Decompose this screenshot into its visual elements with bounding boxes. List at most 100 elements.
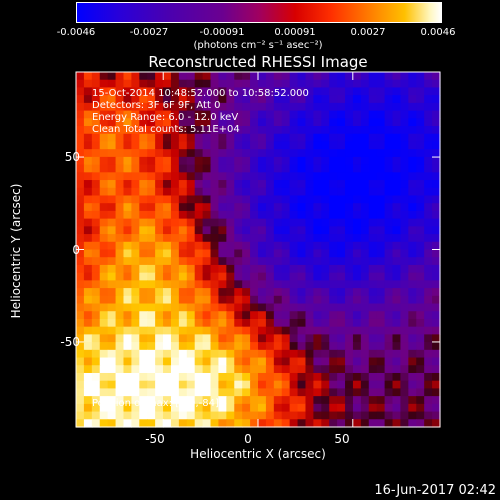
heatmap-cell xyxy=(416,272,425,281)
heatmap-cell xyxy=(218,210,227,220)
heatmap-cell xyxy=(218,72,227,81)
heatmap-cell xyxy=(170,133,180,143)
heatmap-cell xyxy=(178,318,188,328)
heatmap-cell xyxy=(321,133,330,143)
heatmap-cell xyxy=(376,234,386,243)
heatmap-cell xyxy=(258,419,267,428)
heatmap-cell xyxy=(352,411,362,420)
heatmap-cell xyxy=(210,164,220,173)
heatmap-cell xyxy=(281,334,291,343)
heatmap-cell xyxy=(424,303,433,312)
heatmap-cell xyxy=(297,118,307,127)
heatmap-cell xyxy=(83,411,93,420)
heatmap-cell xyxy=(91,164,101,173)
heatmap-cell xyxy=(107,342,117,351)
heatmap-cell xyxy=(289,118,299,127)
heatmap-cell xyxy=(226,118,235,127)
heatmap-cell xyxy=(392,357,402,366)
heatmap-cell xyxy=(321,72,330,81)
heatmap-cell xyxy=(123,388,132,397)
heatmap-cell xyxy=(408,326,417,335)
heatmap-cell xyxy=(91,365,101,374)
heatmap-cell xyxy=(337,419,346,428)
heatmap-cell xyxy=(99,357,109,366)
heatmap-cell xyxy=(408,264,417,274)
heatmap-cell xyxy=(265,141,275,150)
heatmap-cell xyxy=(234,257,243,266)
heatmap-cell xyxy=(258,156,267,166)
heatmap-cell xyxy=(226,403,235,413)
heatmap-cell xyxy=(273,365,283,374)
heatmap-cell xyxy=(432,419,441,428)
heatmap-cell xyxy=(313,102,322,112)
heatmap-cell xyxy=(281,218,291,227)
heatmap-cell xyxy=(186,295,196,305)
heatmap-cell xyxy=(123,272,132,281)
heatmap-cell xyxy=(250,110,259,119)
heatmap-cell xyxy=(273,342,283,351)
heatmap-cell xyxy=(226,187,235,197)
heatmap-cell xyxy=(170,72,180,81)
heatmap-cell xyxy=(313,257,322,266)
heatmap-cell xyxy=(392,180,402,189)
heatmap-cell xyxy=(258,272,267,281)
heatmap-cell xyxy=(273,403,283,413)
heatmap-cell xyxy=(416,326,425,335)
heatmap-cell xyxy=(115,102,125,112)
heatmap-cell xyxy=(329,72,338,81)
heatmap-cell xyxy=(242,234,251,243)
heatmap-cell xyxy=(139,288,148,297)
heatmap-cell xyxy=(258,149,267,158)
heatmap-cell xyxy=(400,411,409,420)
heatmap-cell xyxy=(155,365,164,374)
heatmap-cell xyxy=(131,311,140,320)
heatmap-cell xyxy=(218,396,227,405)
heatmap-cell xyxy=(83,380,93,390)
heatmap-cell xyxy=(368,372,378,382)
heatmap-cell xyxy=(147,87,156,96)
heatmap-cell xyxy=(289,234,299,243)
heatmap-cell xyxy=(155,234,164,243)
heatmap-cell xyxy=(368,79,378,89)
heatmap-cell xyxy=(289,334,299,343)
heatmap-cell xyxy=(408,118,417,127)
heatmap-cell xyxy=(408,234,417,243)
heatmap-cell xyxy=(329,311,338,320)
heatmap-cell xyxy=(83,334,93,343)
heatmap-cell xyxy=(273,357,283,366)
heatmap-cell xyxy=(83,203,93,212)
heatmap-cell xyxy=(289,326,299,335)
heatmap-cell xyxy=(210,388,220,397)
heatmap-cell xyxy=(360,357,370,366)
heatmap-cell xyxy=(384,396,394,405)
heatmap-cell xyxy=(273,264,283,274)
heatmap-cell xyxy=(400,357,409,366)
heatmap-cell xyxy=(91,295,101,305)
heatmap-cell xyxy=(178,126,188,135)
heatmap-cell xyxy=(265,411,275,420)
heatmap-cell xyxy=(186,79,196,89)
heatmap-cell xyxy=(131,357,140,366)
heatmap-cell xyxy=(368,102,378,112)
heatmap-cell xyxy=(250,372,259,382)
heatmap-cell xyxy=(305,264,314,274)
heatmap-cell xyxy=(329,210,338,220)
heatmap-cell xyxy=(400,403,409,413)
heatmap-cell xyxy=(242,326,251,335)
heatmap-cell xyxy=(155,311,164,320)
heatmap-cell xyxy=(107,241,117,251)
heatmap-cell xyxy=(186,218,196,227)
heatmap-cell xyxy=(155,357,164,366)
heatmap-cell xyxy=(408,141,417,150)
heatmap-cell xyxy=(305,326,314,335)
heatmap-cell xyxy=(123,311,132,320)
heatmap-cell xyxy=(186,126,196,135)
heatmap-cell xyxy=(186,234,196,243)
heatmap-cell xyxy=(218,403,227,413)
heatmap-cell xyxy=(313,280,322,289)
heatmap-cell xyxy=(186,380,196,390)
heatmap-cell xyxy=(400,241,409,251)
heatmap-cell xyxy=(147,326,156,335)
heatmap-cell xyxy=(321,156,330,166)
heatmap-cell xyxy=(139,326,148,335)
